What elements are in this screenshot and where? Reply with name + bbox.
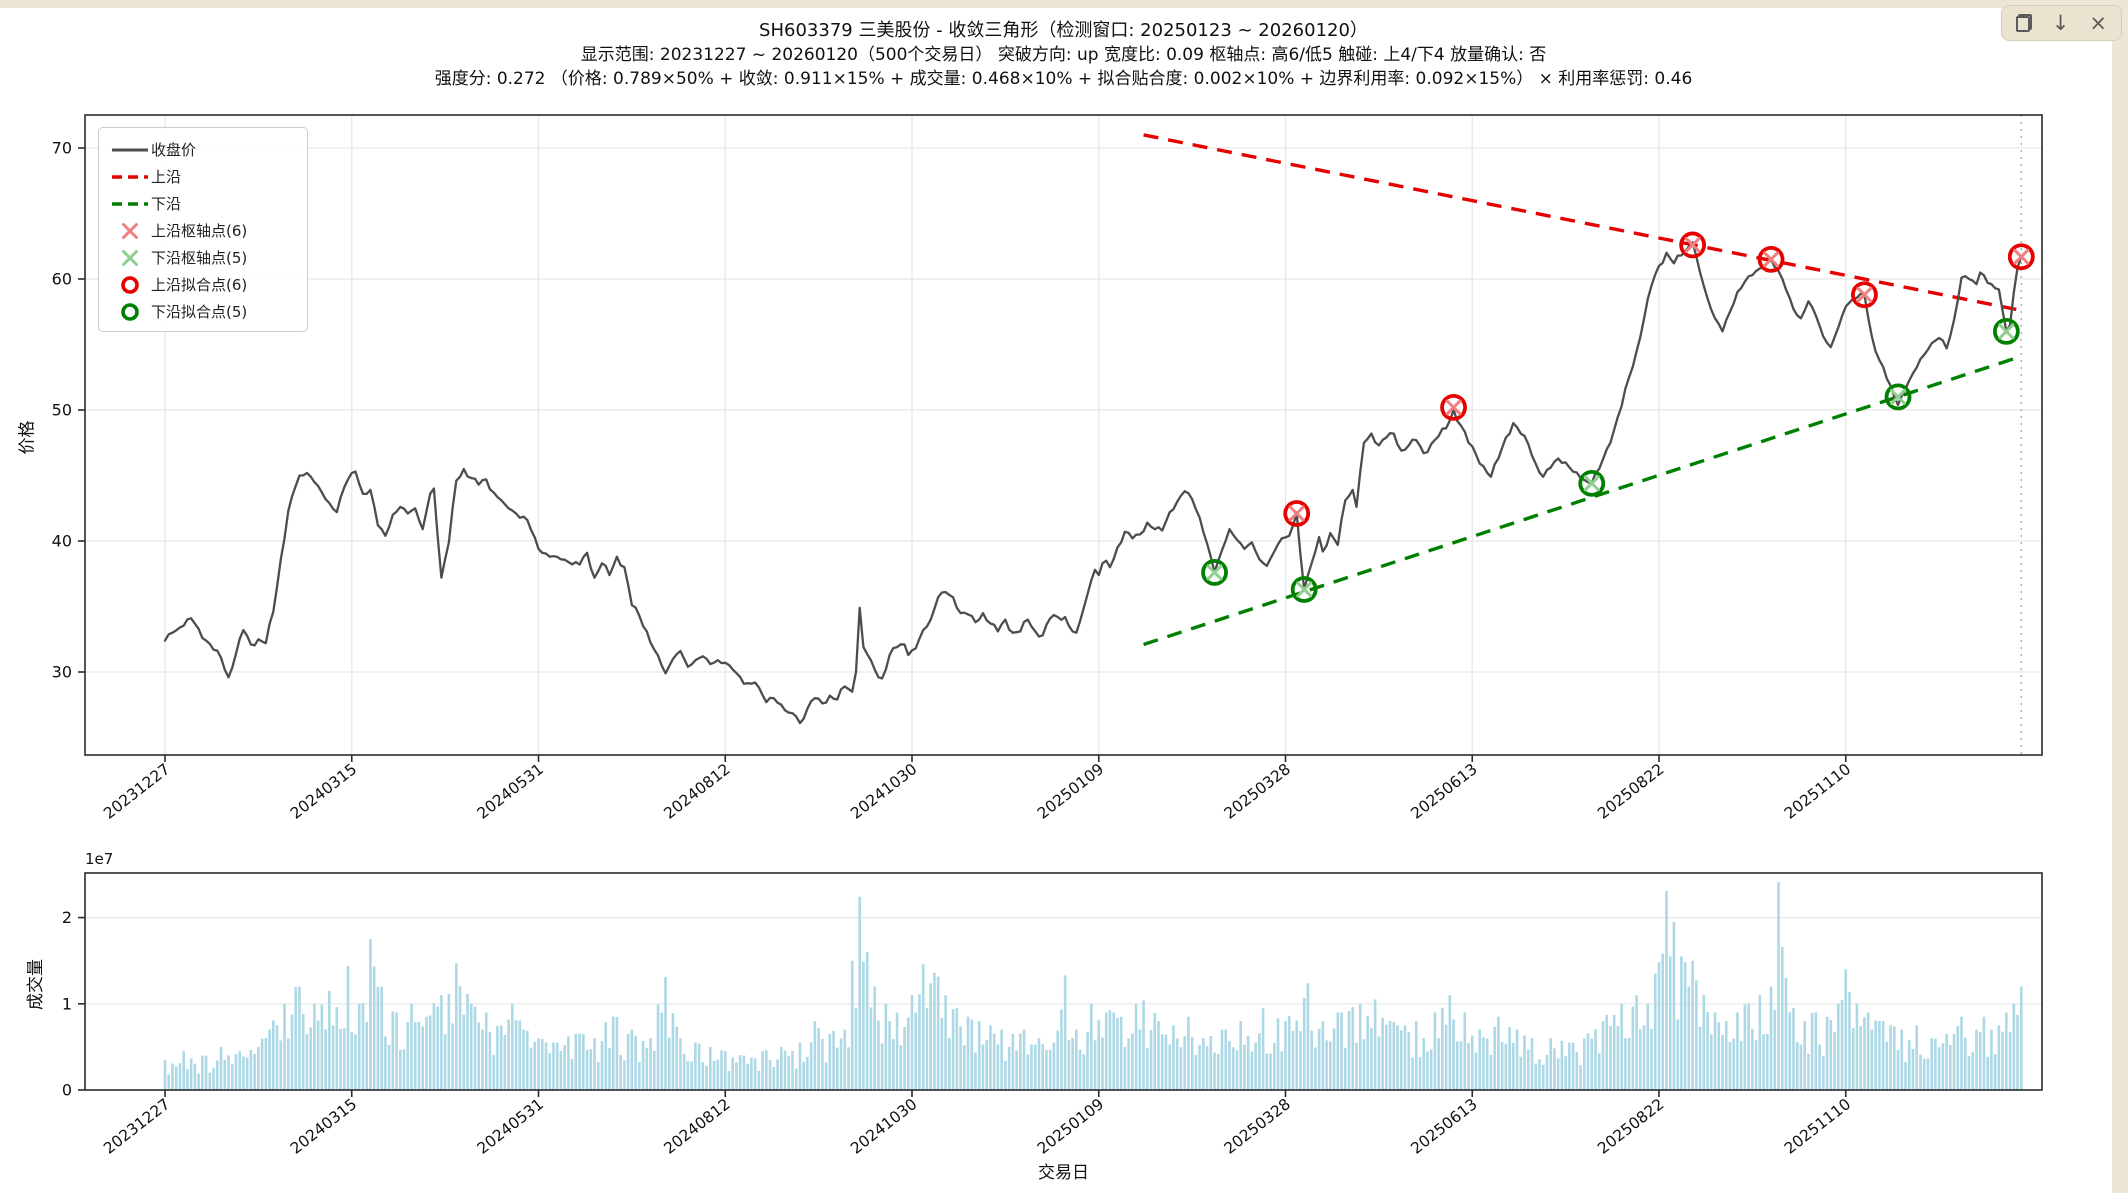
legend-item: 收盘价 [109, 136, 297, 163]
legend-item: 下沿拟合点(5) [109, 298, 297, 325]
svg-text:60: 60 [52, 270, 72, 289]
svg-text:30: 30 [52, 663, 72, 682]
svg-text:2: 2 [62, 908, 72, 927]
download-icon[interactable]: ↓ [2051, 10, 2070, 35]
legend-label: 上沿枢轴点(6) [151, 222, 248, 240]
legend-label: 上沿拟合点(6) [151, 276, 248, 294]
x-axis-label: 交易日 [1038, 1163, 1089, 1183]
legend-label: 下沿枢轴点(5) [151, 249, 248, 267]
legend-item: 上沿拟合点(6) [109, 271, 297, 298]
chart-metrics-line: 强度分: 0.272 （价格: 0.789×50% + 收敛: 0.911×15… [434, 69, 1693, 89]
price-axis-label: 价格 [17, 420, 38, 455]
svg-text:0: 0 [62, 1081, 72, 1100]
legend-item: 下沿枢轴点(5) [109, 244, 297, 271]
copy-icon[interactable] [2015, 14, 2032, 32]
svg-text:1e7: 1e7 [85, 850, 113, 868]
legend-item: 下沿 [109, 190, 297, 217]
legend-item: 上沿 [109, 163, 297, 190]
legend-label: 上沿 [151, 168, 182, 186]
svg-text:70: 70 [52, 139, 72, 158]
chart-title: SH603379 三美股份 - 收敛三角形（检测窗口: 20250123 ~ 2… [759, 20, 1368, 41]
chart-legend: 收盘价上沿下沿上沿枢轴点(6) 下沿枢轴点(5) 上沿拟合点(6) 下沿拟合点(5) [98, 127, 308, 332]
window-controls: ↓ × [2000, 5, 2122, 41]
svg-text:1: 1 [62, 994, 72, 1013]
legend-label: 下沿 [151, 195, 182, 213]
volume-axis-label: 成交量 [26, 959, 46, 1010]
legend-item: 上沿枢轴点(6) [109, 217, 297, 244]
close-icon[interactable]: × [2089, 10, 2107, 35]
legend-label: 下沿拟合点(5) [151, 303, 248, 321]
legend-label: 收盘价 [151, 141, 197, 159]
chart-subtitle: 显示范围: 20231227 ~ 20260120（500个交易日） 突破方向:… [580, 45, 1547, 65]
svg-text:40: 40 [52, 532, 72, 551]
svg-text:50: 50 [52, 401, 72, 420]
